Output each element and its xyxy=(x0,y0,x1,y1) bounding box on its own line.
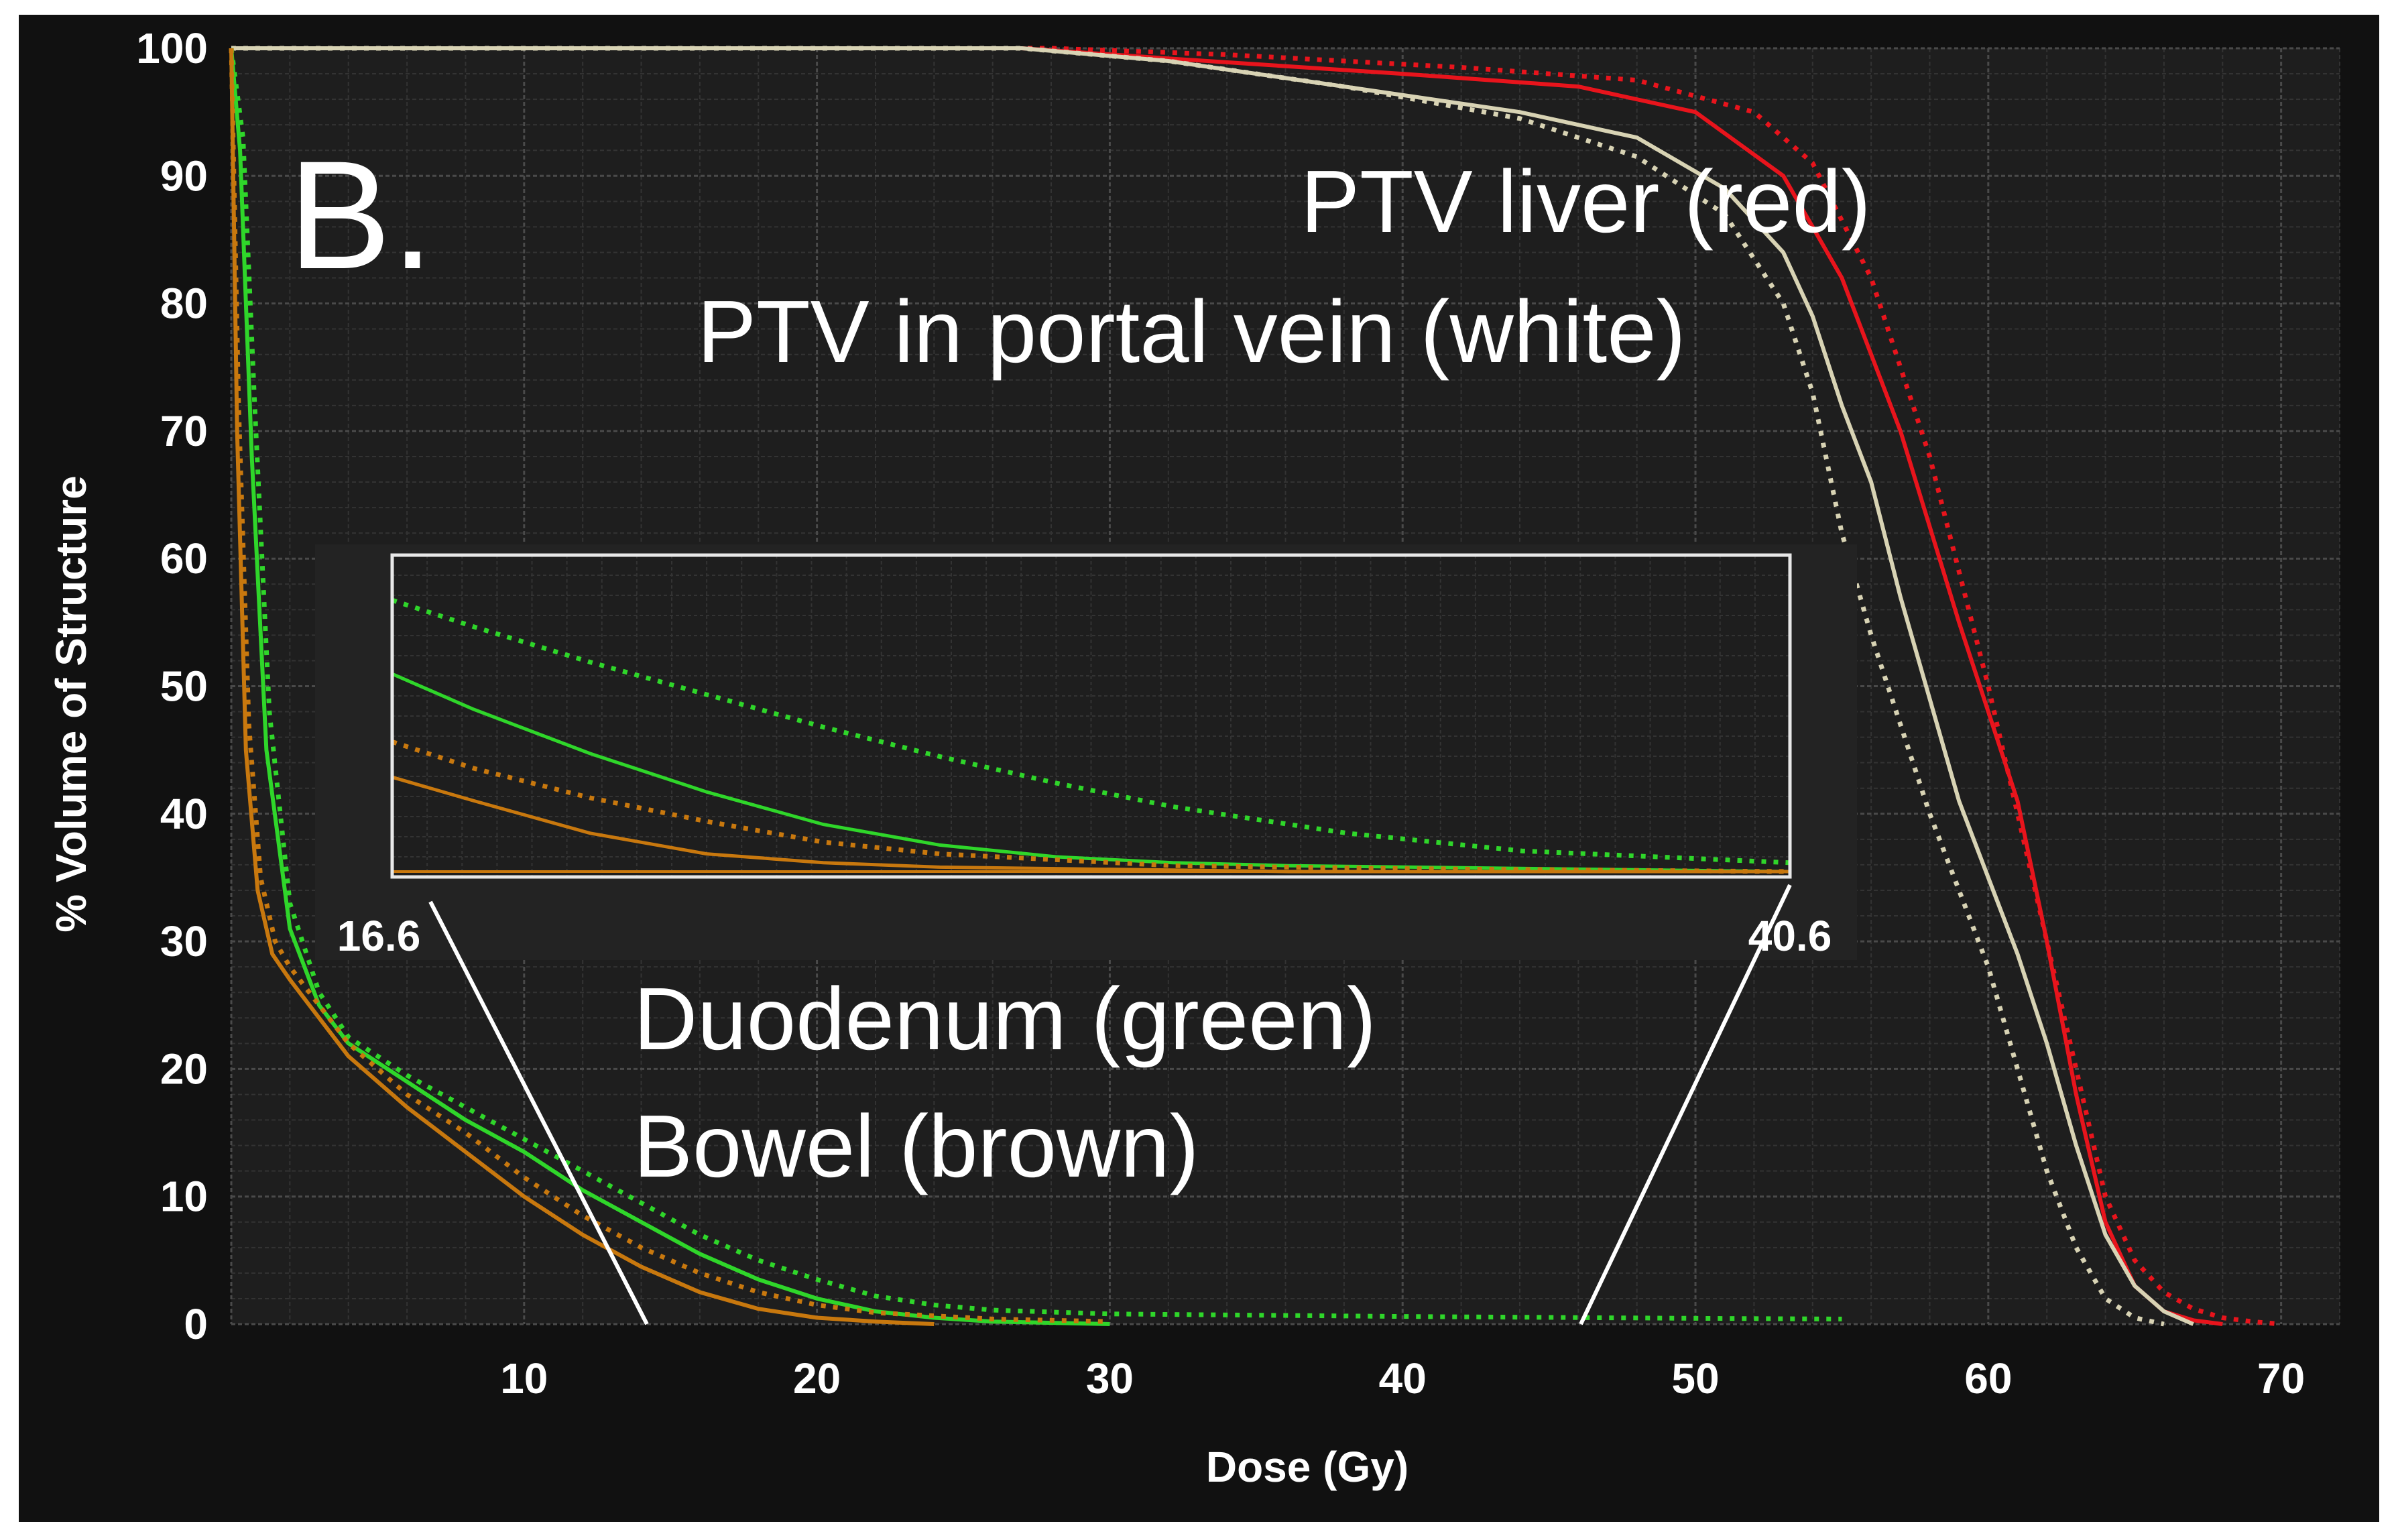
inset-border xyxy=(390,553,1792,879)
series-line-brown-solid xyxy=(229,48,935,1326)
x-tick-label: 50 xyxy=(1671,1354,1719,1403)
x-tick-label: 10 xyxy=(500,1354,548,1403)
panel-label: B. xyxy=(288,129,434,301)
x-axis-ticks: 10 20 30 40 50 60 70 xyxy=(500,1354,2305,1403)
y-axis-label: % Volume of Structure xyxy=(47,475,95,933)
series-line-green-solid xyxy=(229,48,1110,1326)
inset-series-green-solid xyxy=(392,672,1791,874)
series-line-green-dotted xyxy=(229,48,1842,1321)
y-axis-ticks: 0 10 20 30 40 50 60 70 80 90 100 xyxy=(136,24,208,1348)
series-line-white-solid xyxy=(231,46,2194,1326)
y-tick-label: 10 xyxy=(160,1173,208,1221)
zoom-connector-left xyxy=(428,900,649,1325)
annotation-bowel: Bowel (brown) xyxy=(634,1097,1199,1195)
y-tick-label: 70 xyxy=(160,407,208,455)
x-tick-label: 70 xyxy=(2257,1354,2305,1403)
zoom-connectors xyxy=(428,884,1792,1325)
annotation-ptv-liver: PTV liver (red) xyxy=(1301,152,1871,251)
inset-series-brown-solid xyxy=(392,775,1790,874)
inset-panel: 16.6 40.6 xyxy=(315,544,1857,960)
y-tick-label: 40 xyxy=(160,790,208,838)
y-tick-label: 50 xyxy=(160,662,208,711)
x-tick-label: 40 xyxy=(1379,1354,1427,1403)
y-tick-label: 90 xyxy=(160,152,208,200)
x-tick-label: 30 xyxy=(1086,1354,1134,1403)
annotation-duodenum: Duodenum (green) xyxy=(634,969,1376,1068)
y-tick-label: 20 xyxy=(160,1045,208,1093)
y-tick-label: 100 xyxy=(136,24,208,72)
x-tick-label: 20 xyxy=(793,1354,841,1403)
inset-tick-label-start: 16.6 xyxy=(337,912,421,960)
inset-series-green-dotted xyxy=(391,597,1791,866)
y-tick-label: 30 xyxy=(160,917,208,965)
x-axis-label: Dose (Gy) xyxy=(1206,1443,1408,1491)
inset-series-brown-dotted xyxy=(391,739,1791,874)
x-tick-label: 60 xyxy=(1964,1354,2012,1403)
annotation-ptv-portal-vein: PTV in portal vein (white) xyxy=(697,282,1686,381)
zoom-connector-right xyxy=(1579,884,1792,1325)
y-tick-label: 60 xyxy=(160,534,208,583)
y-tick-label: 80 xyxy=(160,280,208,328)
y-tick-label: 0 xyxy=(184,1300,208,1348)
inset-tick-label-end: 40.6 xyxy=(1748,912,1832,960)
